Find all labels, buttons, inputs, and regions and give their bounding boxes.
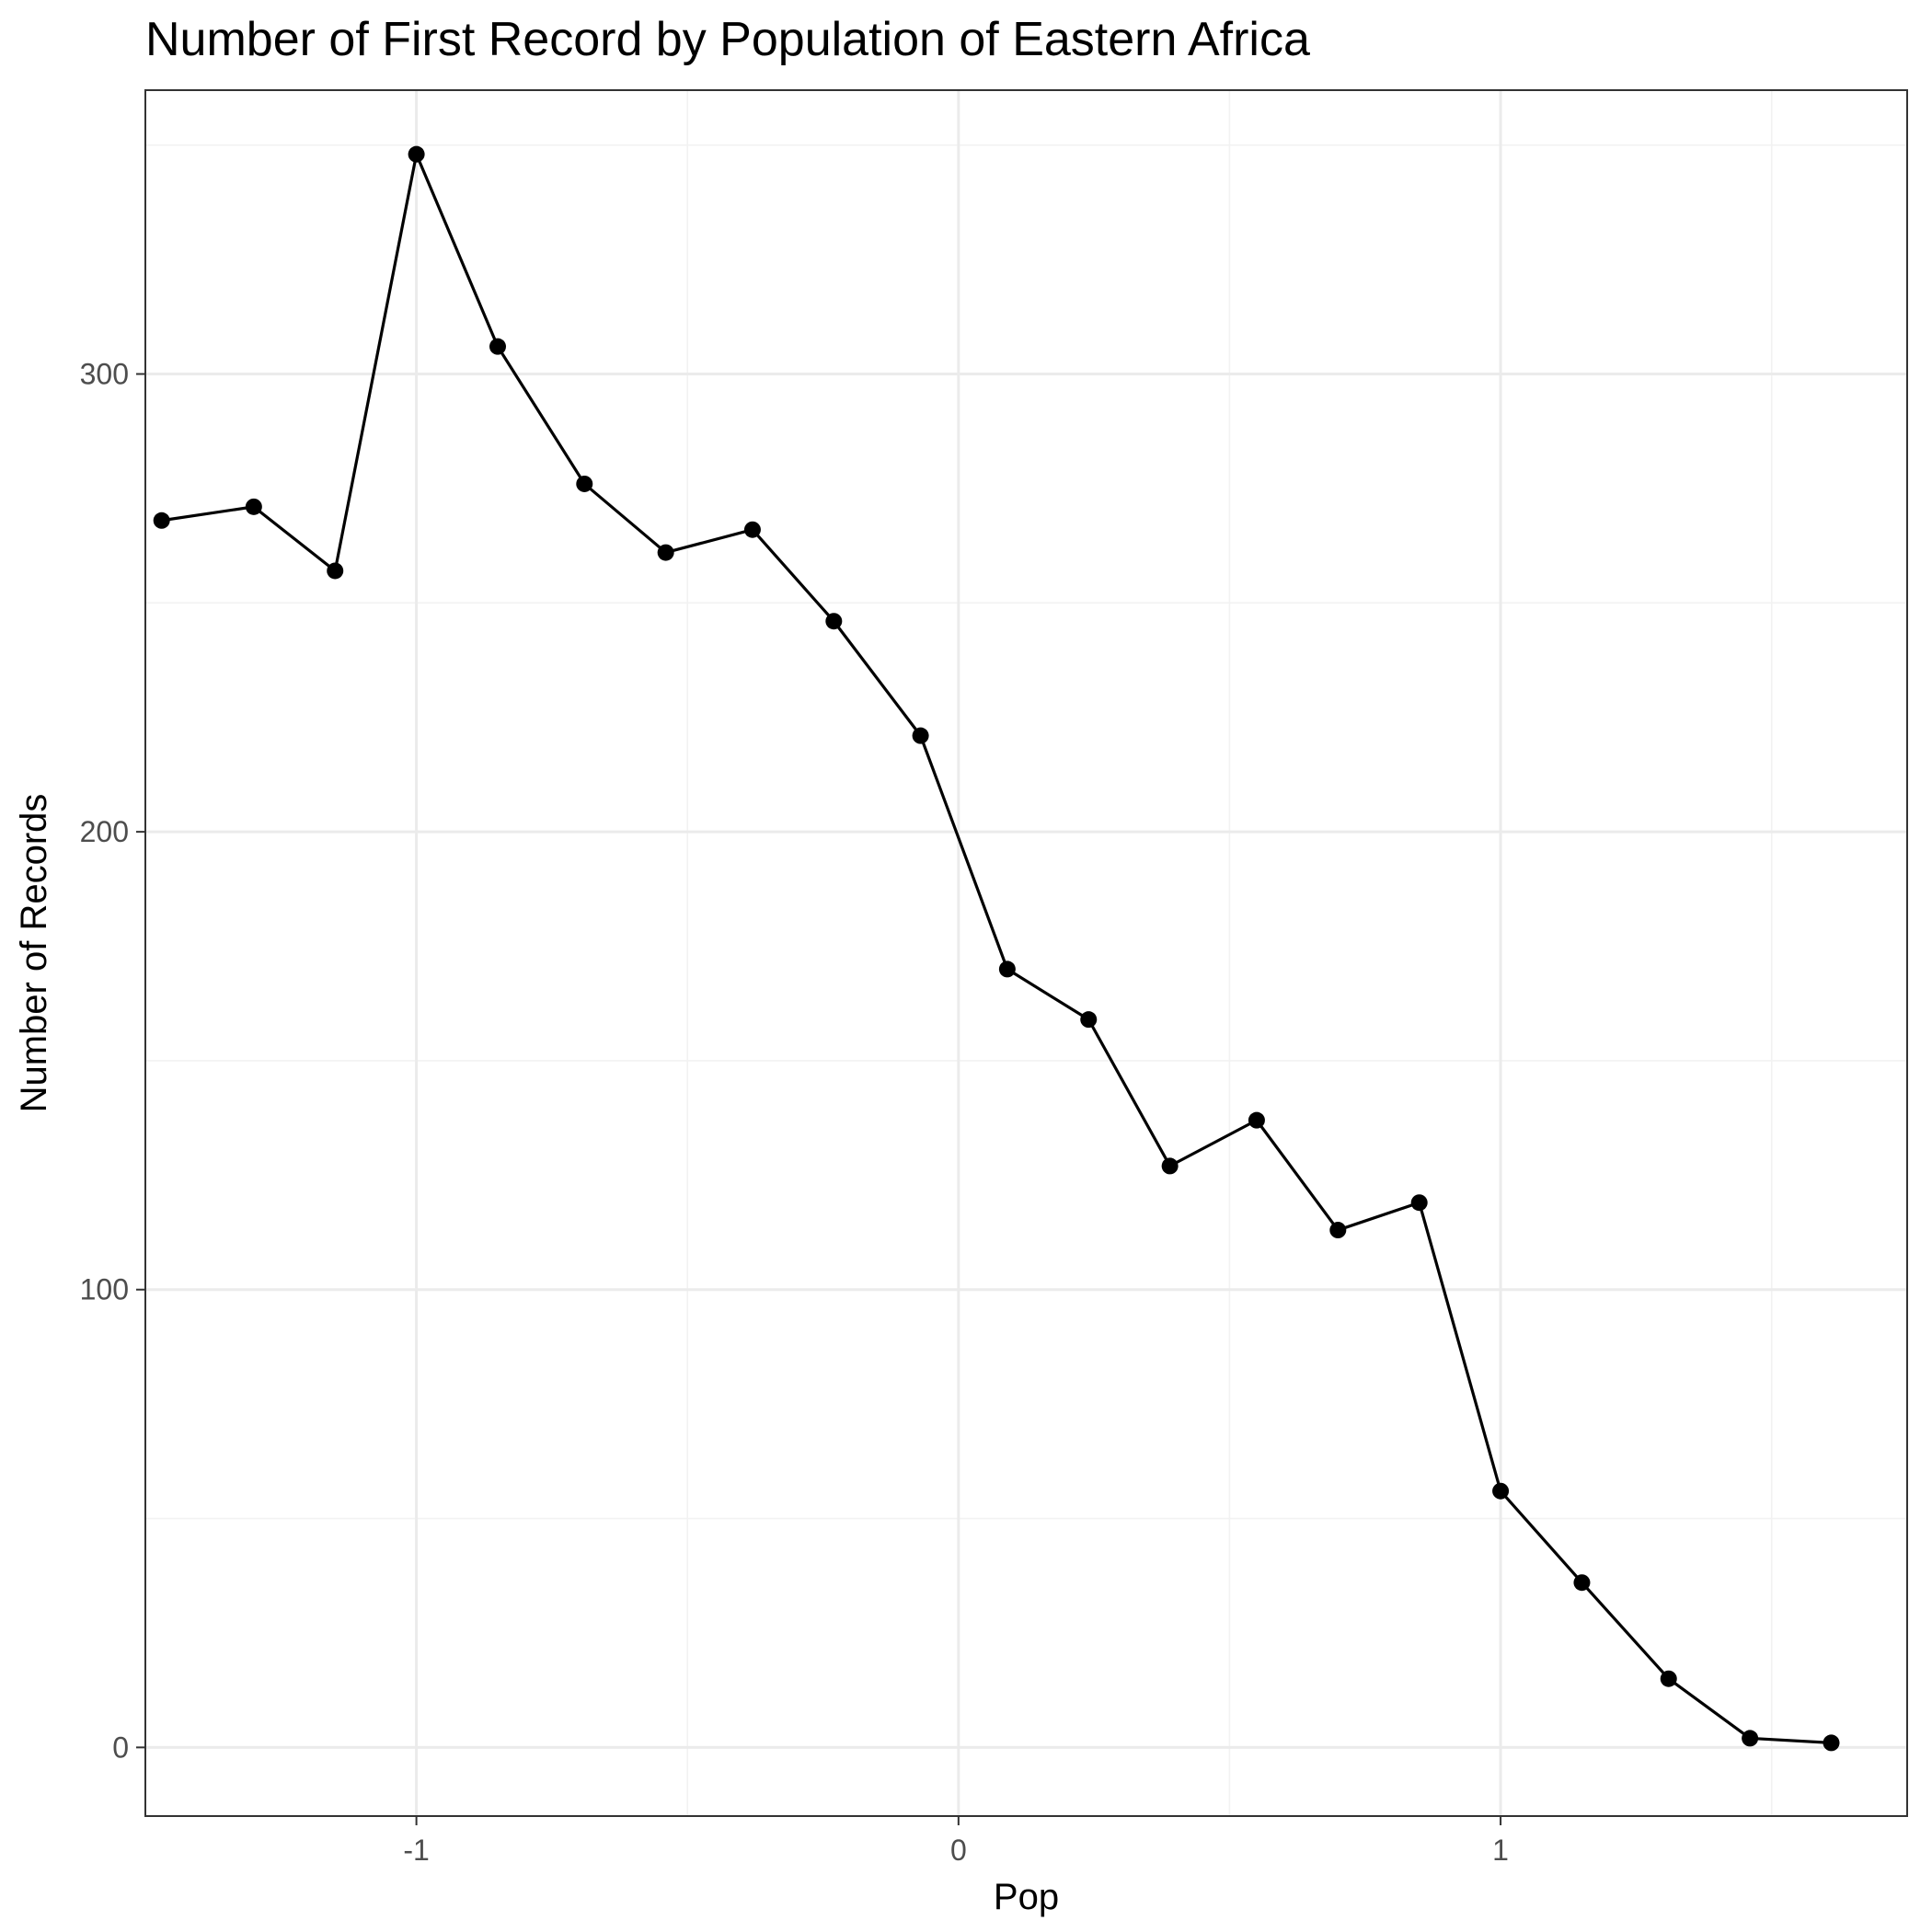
data-point	[657, 544, 674, 561]
data-point	[1410, 1194, 1428, 1212]
data-point	[327, 562, 344, 580]
data-point	[1248, 1111, 1265, 1129]
y-tick-label: 0	[112, 1731, 129, 1764]
panel-border	[144, 89, 1908, 1817]
data-point	[489, 338, 506, 355]
data-point	[408, 145, 425, 163]
y-axis-title: Number of Records	[14, 794, 54, 1113]
x-axis-title: Pop	[994, 1877, 1059, 1917]
data-point	[1161, 1157, 1179, 1175]
x-tick-label: 0	[950, 1834, 967, 1867]
y-tick-label: 200	[80, 815, 129, 848]
data-point	[998, 960, 1016, 978]
data-point	[1573, 1574, 1591, 1592]
data-point	[1329, 1222, 1347, 1239]
y-tick-label: 300	[80, 358, 129, 391]
data-point	[825, 613, 843, 630]
chart-title: Number of First Record by Population of …	[145, 13, 1310, 66]
x-tick-label: -1	[403, 1834, 429, 1867]
data-point	[245, 498, 262, 515]
data-point	[576, 475, 593, 492]
data-point	[1492, 1482, 1510, 1500]
data-series	[153, 145, 1840, 1752]
series-line	[161, 153, 1832, 1744]
data-point	[1080, 1011, 1098, 1029]
data-point	[1823, 1734, 1840, 1752]
data-point	[912, 727, 929, 744]
data-point	[1660, 1670, 1677, 1687]
y-tick-label: 100	[80, 1273, 129, 1306]
data-point	[743, 521, 761, 538]
grid-lines	[144, 90, 1907, 1816]
axes: -1 0 1 0 100 200 300	[80, 358, 1509, 1867]
x-tick-label: 1	[1492, 1834, 1509, 1867]
data-point	[1742, 1730, 1759, 1747]
data-point	[153, 512, 170, 529]
